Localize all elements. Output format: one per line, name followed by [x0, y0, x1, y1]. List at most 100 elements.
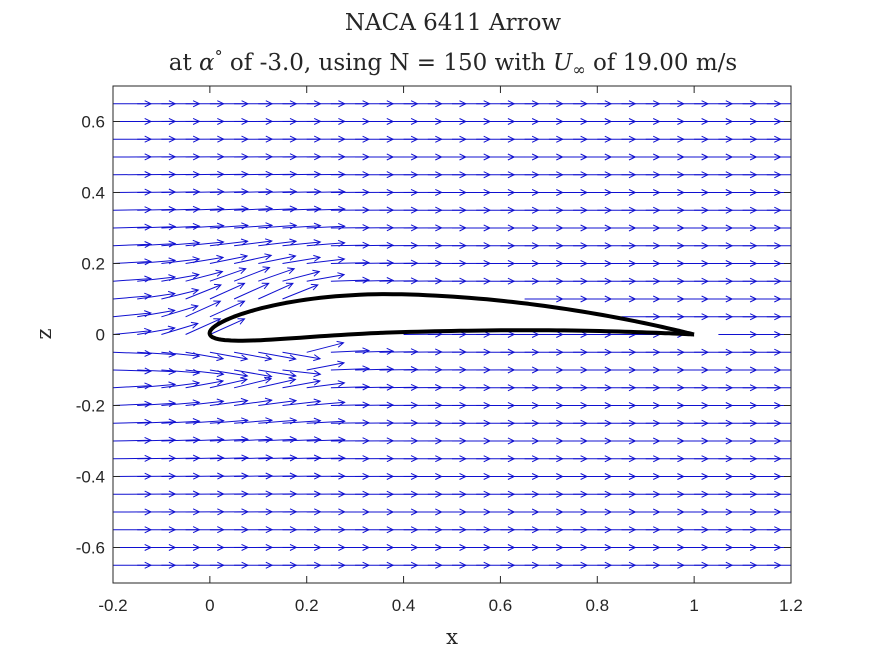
velocity-arrow [282, 436, 322, 444]
velocity-arrow [258, 454, 298, 462]
velocity-arrow [137, 325, 176, 335]
velocity-arrow [137, 307, 176, 318]
velocity-arrow [234, 351, 273, 362]
velocity-arrow [766, 564, 791, 566]
velocity-arrow [306, 205, 346, 213]
velocity-arrow [791, 296, 829, 302]
velocity-arrow [137, 223, 177, 231]
chart-subtitle: at α° of -3.0, using N = 150 with U∞ of … [169, 47, 737, 79]
velocity-arrow [137, 257, 177, 265]
velocity-arrow [113, 275, 153, 283]
velocity-arrow [209, 253, 249, 264]
velocity-arrow [766, 369, 791, 371]
velocity-arrow [766, 422, 791, 424]
velocity-arrow [258, 377, 297, 389]
velocity-arrow [185, 283, 222, 300]
velocity-arrow [791, 119, 829, 125]
velocity-arrow [258, 369, 297, 379]
velocity-arrow [766, 209, 791, 211]
subtitle-infinity-subscript: ∞ [572, 60, 585, 79]
velocity-arrow [766, 174, 791, 176]
velocity-arrow [233, 266, 271, 282]
velocity-arrow [791, 438, 829, 444]
velocity-arrow [113, 241, 153, 249]
velocity-arrow [185, 454, 225, 462]
velocity-arrow [306, 272, 346, 282]
velocity-arrow [234, 397, 273, 406]
velocity-arrow [209, 267, 247, 282]
velocity-arrow [306, 256, 346, 264]
velocity-arrow [161, 321, 199, 335]
velocity-arrow [790, 351, 791, 353]
velocity-arrow [282, 283, 319, 300]
velocity-arrow [791, 225, 829, 231]
velocity-arrow [306, 380, 346, 389]
velocity-arrow [209, 351, 249, 362]
velocity-arrow [137, 400, 177, 408]
axes: -0.2 0 0.2 0.4 0.6 0.8 1 1.2 -0.6 -0.4 -0.2 0 0.2 0.… [76, 85, 803, 615]
velocity-arrow [258, 267, 296, 282]
velocity-arrow [306, 360, 346, 371]
velocity-arrow [790, 493, 791, 495]
velocity-arrow [791, 332, 829, 338]
velocity-arrow [790, 387, 791, 388]
velocity-arrow [258, 351, 297, 362]
velocity-arrow [113, 223, 153, 231]
velocity-arrow [137, 418, 177, 426]
velocity-arrow [330, 259, 371, 267]
velocity-arrow [209, 436, 249, 444]
velocity-arrow [209, 205, 249, 213]
velocity-arrow [185, 300, 222, 318]
velocity-arrow [766, 138, 791, 140]
velocity-arrow [766, 440, 791, 442]
y-tick-label: 0.4 [81, 184, 105, 203]
velocity-arrow [282, 398, 322, 406]
velocity-arrow [185, 269, 224, 282]
velocity-arrow [185, 378, 225, 389]
velocity-arrow [209, 397, 249, 406]
x-tick-label: 0.2 [295, 596, 319, 615]
chart-title: NACA 6411 Arrow [345, 10, 562, 36]
velocity-arrow [282, 454, 322, 462]
x-tick-label: 1 [689, 596, 698, 615]
velocity-arrow [766, 529, 791, 531]
velocity-arrow [355, 277, 395, 285]
velocity-arrow [766, 316, 791, 318]
velocity-arrow [161, 288, 200, 300]
velocity-arrow [137, 290, 176, 300]
subtitle-part-1: at [169, 50, 199, 76]
subtitle-part-3: of 19.00 m/s [586, 50, 738, 76]
plot-area [113, 100, 829, 569]
velocity-arrow [234, 454, 274, 462]
y-axis-label: z [32, 328, 56, 339]
y-tick-label: 0 [96, 326, 105, 345]
velocity-arrow [766, 280, 791, 282]
y-tick-label: -0.2 [76, 397, 105, 416]
velocity-field [113, 100, 829, 569]
velocity-arrow [137, 240, 177, 248]
velocity-arrow [161, 304, 199, 318]
velocity-arrow [258, 282, 294, 300]
x-tick-label: -0.2 [98, 596, 127, 615]
velocity-arrow [791, 403, 829, 409]
velocity-arrow [209, 318, 246, 335]
x-tick-label: 0.4 [392, 596, 416, 615]
velocity-arrow [185, 436, 225, 444]
y-tick-label: 0.2 [81, 255, 105, 274]
subtitle-part-2: of -3.0, using N = 150 with [223, 50, 553, 76]
velocity-arrow [258, 253, 297, 264]
velocity-arrow [790, 564, 791, 566]
velocity-arrow [113, 292, 153, 300]
velocity-arrow [282, 269, 321, 282]
velocity-arrow [790, 209, 791, 211]
velocity-arrow [766, 387, 791, 389]
y-tick-label: 0.6 [81, 113, 105, 132]
velocity-arrow [234, 436, 274, 444]
velocity-arrow [282, 205, 322, 213]
velocity-arrow [766, 493, 791, 495]
velocity-arrow [258, 238, 298, 247]
velocity-arrow [258, 205, 298, 213]
subtitle-degree-symbol: ° [215, 47, 223, 66]
velocity-arrow [306, 436, 346, 444]
